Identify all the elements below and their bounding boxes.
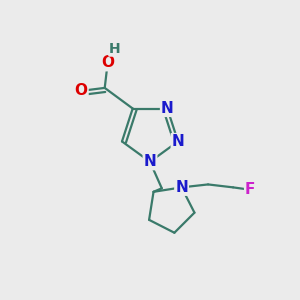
Text: O: O [101,56,114,70]
Text: N: N [144,154,156,169]
Text: F: F [245,182,255,197]
Text: N: N [172,134,184,149]
Text: O: O [75,83,88,98]
Text: H: H [109,42,121,56]
Text: N: N [175,180,188,195]
Text: N: N [161,101,174,116]
